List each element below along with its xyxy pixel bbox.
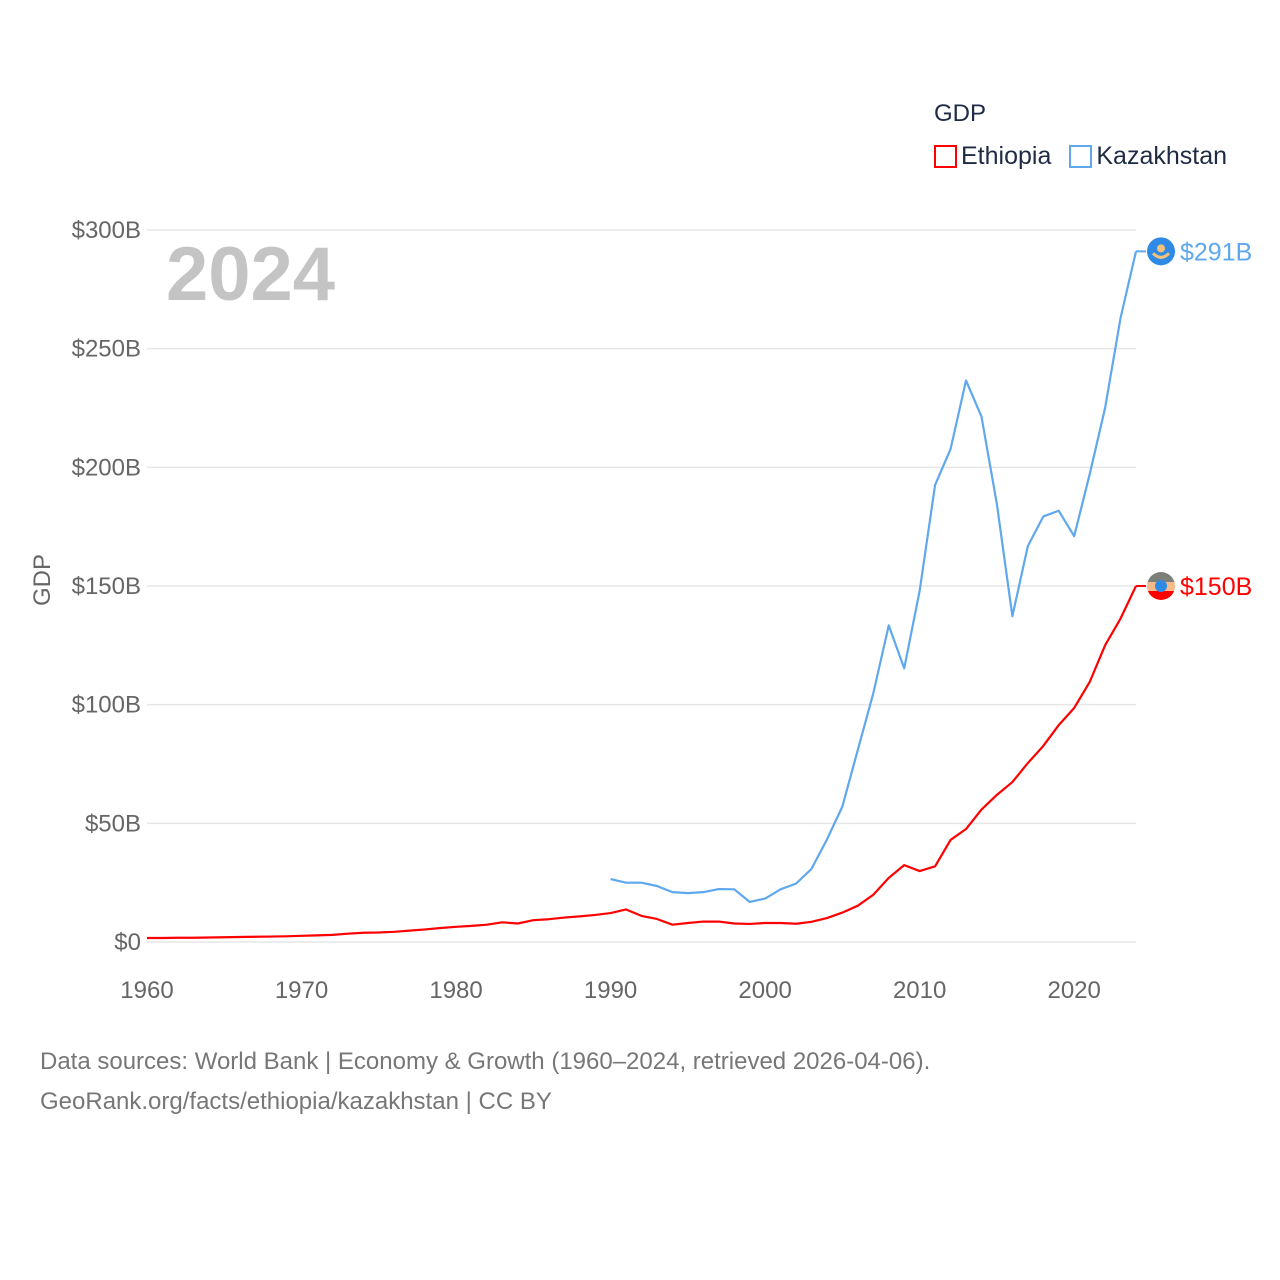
legend-label-kazakhstan: Kazakhstan: [1096, 142, 1227, 170]
x-tick-label: 2000: [738, 977, 791, 1004]
x-tick-label: 1970: [275, 977, 328, 1004]
end-value-label: $291B: [1180, 238, 1252, 266]
y-tick-label: $100B: [72, 692, 141, 719]
flag-ethiopia-icon: [1147, 572, 1175, 600]
year-watermark: 2024: [166, 232, 335, 317]
y-tick-label: $50B: [85, 810, 141, 837]
source-line-1: Data sources: World Bank | Economy & Gro…: [40, 1048, 931, 1075]
legend-title: GDP: [934, 100, 987, 127]
y-tick-label: $250B: [72, 336, 141, 363]
x-tick-label: 1960: [120, 977, 173, 1004]
x-tick-label: 1990: [584, 977, 637, 1004]
y-tick-label: $200B: [72, 454, 141, 481]
y-tick-label: $0: [114, 929, 141, 956]
y-tick-label: $150B: [72, 573, 141, 600]
flag-stripe-bottom: [1147, 591, 1175, 600]
source-note: Data sources: World Bank | Economy & Gro…: [40, 1042, 930, 1122]
flag-sun: [1157, 244, 1165, 253]
y-tick-label: $300B: [72, 217, 141, 244]
legend-item-kazakhstan[interactable]: Kazakhstan: [1069, 142, 1227, 171]
flag-emblem: [1155, 580, 1167, 592]
legend-swatch-kazakhstan: [1069, 145, 1093, 168]
source-line-2[interactable]: GeoRank.org/facts/ethiopia/kazakhstan | …: [40, 1088, 552, 1115]
series-line-ethiopia: [147, 585, 1137, 940]
legend-label-ethiopia: Ethiopia: [961, 142, 1052, 170]
legend: Ethiopia Kazakhstan: [934, 142, 1227, 171]
flag-stripe-top: [1147, 572, 1175, 582]
legend-item-ethiopia[interactable]: Ethiopia: [934, 142, 1051, 171]
end-value-label: $150B: [1180, 573, 1252, 601]
x-tick-label: 2020: [1047, 977, 1100, 1004]
x-tick-label: 1980: [429, 977, 482, 1004]
legend-swatch-ethiopia: [934, 145, 957, 168]
flag-kazakhstan-icon: [1147, 237, 1175, 266]
y-axis-label: GDP: [29, 554, 56, 606]
flag-eagle: [1151, 252, 1171, 259]
x-tick-label: 2010: [893, 977, 946, 1004]
